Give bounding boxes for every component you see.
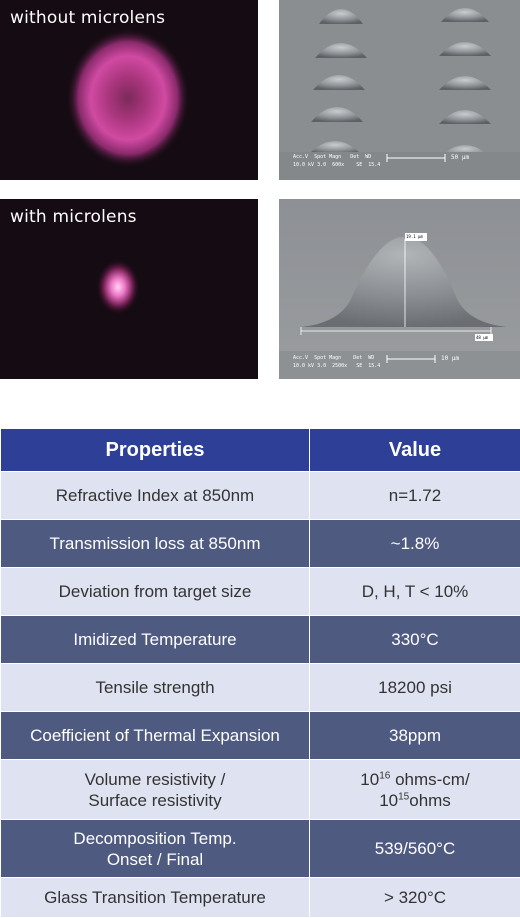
property-line: Onset / Final bbox=[107, 850, 203, 869]
microlens-array-graphic bbox=[279, 0, 520, 180]
property-cell: Decomposition Temp. Onset / Final bbox=[1, 820, 310, 878]
sem-single-microlens-image: 19.1 μm 48 μm Acc.V Spot Magn Det WD 10.… bbox=[279, 199, 520, 379]
header-properties: Properties bbox=[1, 429, 310, 472]
without-microlens-label: without microlens bbox=[10, 8, 165, 28]
value-cell: ~1.8% bbox=[310, 520, 520, 568]
value-cell: n=1.72 bbox=[310, 472, 520, 520]
table-header-row: Properties Value bbox=[1, 429, 520, 472]
sem-top-header: Acc.V Spot Magn Det WD bbox=[293, 154, 371, 160]
value-cell: 330°C bbox=[310, 616, 520, 664]
value-cell: D, H, T < 10% bbox=[310, 568, 520, 616]
property-cell: Coefficient of Thermal Expansion bbox=[1, 712, 310, 760]
table-row: Refractive Index at 850nm n=1.72 bbox=[1, 472, 520, 520]
value-unit: ohms-cm/ bbox=[390, 770, 469, 789]
sem-bottom-header: Acc.V Spot Magn Det WD bbox=[293, 355, 374, 361]
table-row: Deviation from target size D, H, T < 10% bbox=[1, 568, 520, 616]
value-cell: 539/560°C bbox=[310, 820, 520, 878]
table-row: Decomposition Temp. Onset / Final 539/56… bbox=[1, 820, 520, 878]
sem-top-values: 10.0 kV 3.0 600x SE 15.4 bbox=[293, 162, 380, 168]
with-microlens-label: with microlens bbox=[10, 207, 137, 227]
property-cell: Deviation from target size bbox=[1, 568, 310, 616]
properties-table: Properties Value Refractive Index at 850… bbox=[0, 428, 520, 918]
value-base: 10 bbox=[360, 770, 379, 789]
property-line: Surface resistivity bbox=[88, 791, 221, 810]
property-cell: Volume resistivity / Surface resistivity bbox=[1, 760, 310, 820]
property-line: Decomposition Temp. bbox=[73, 829, 236, 848]
sem-top-scale: 50 μm bbox=[451, 154, 469, 161]
sem-bottom-values: 10.0 kV 3.0 2500x SE 15.4 bbox=[293, 363, 380, 369]
value-base: 10 bbox=[379, 791, 398, 810]
property-cell: Glass Transition Temperature bbox=[1, 878, 310, 918]
sem-width-label: 48 μm bbox=[476, 335, 488, 340]
table-row: Coefficient of Thermal Expansion 38ppm bbox=[1, 712, 520, 760]
table-row: Imidized Temperature 330°C bbox=[1, 616, 520, 664]
value-cell: > 320°C bbox=[310, 878, 520, 918]
property-cell: Transmission loss at 850nm bbox=[1, 520, 310, 568]
header-value: Value bbox=[310, 429, 520, 472]
value-cell: 38ppm bbox=[310, 712, 520, 760]
value-cell: 18200 psi bbox=[310, 664, 520, 712]
table-row: Tensile strength 18200 psi bbox=[1, 664, 520, 712]
value-cell: 1016 ohms-cm/ 1015ohms bbox=[310, 760, 520, 820]
value-exponent: 16 bbox=[379, 770, 390, 781]
without-microlens-image: without microlens bbox=[0, 0, 258, 180]
table-row: Volume resistivity / Surface resistivity… bbox=[1, 760, 520, 820]
property-cell: Imidized Temperature bbox=[1, 616, 310, 664]
table-row: Glass Transition Temperature > 320°C bbox=[1, 878, 520, 918]
table-row: Transmission loss at 850nm ~1.8% bbox=[1, 520, 520, 568]
with-microlens-image: with microlens bbox=[0, 199, 258, 379]
sem-height-label: 19.1 μm bbox=[406, 234, 423, 239]
property-cell: Refractive Index at 850nm bbox=[1, 472, 310, 520]
value-exponent: 15 bbox=[398, 791, 409, 802]
property-cell: Tensile strength bbox=[1, 664, 310, 712]
sem-microlens-array-image: Acc.V Spot Magn Det WD 10.0 kV 3.0 600x … bbox=[279, 0, 520, 180]
value-unit: ohms bbox=[409, 791, 451, 810]
sem-bottom-scale: 10 μm bbox=[441, 355, 459, 362]
single-microlens-graphic bbox=[279, 199, 520, 379]
property-line: Volume resistivity / bbox=[85, 770, 226, 789]
